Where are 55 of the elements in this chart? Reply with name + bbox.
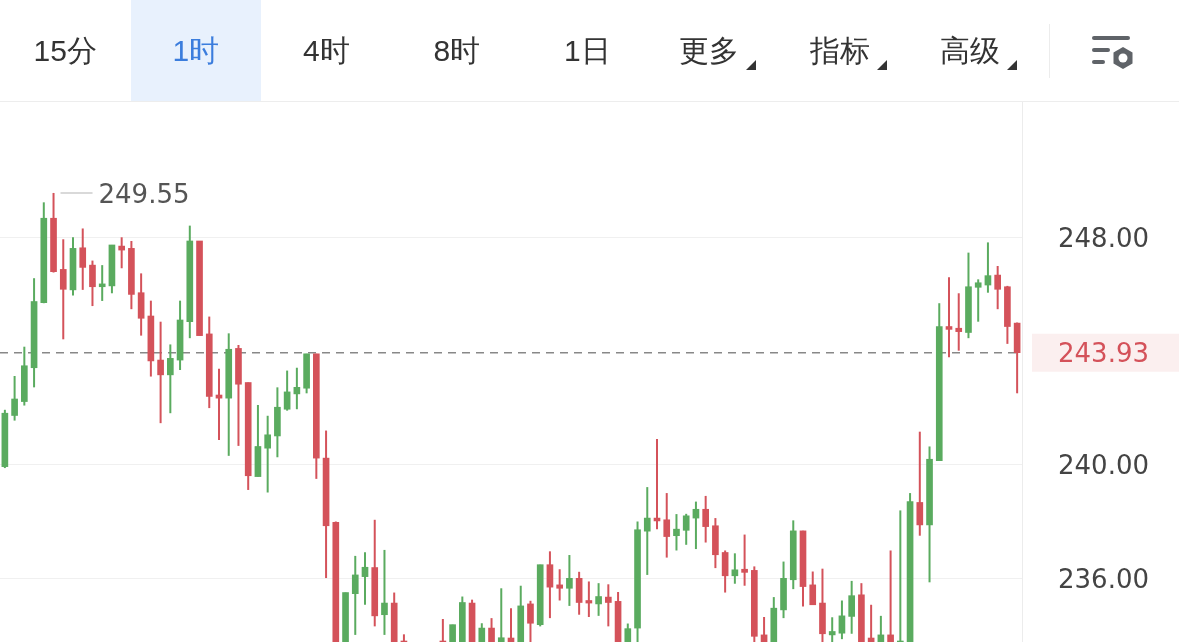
y-tick-label: 248.00 — [1058, 222, 1149, 253]
candlestick — [984, 241, 992, 294]
candlestick — [848, 579, 855, 635]
candlestick — [381, 548, 388, 636]
candlestick — [497, 587, 505, 642]
candlestick — [556, 568, 563, 602]
candlestick — [167, 343, 174, 415]
candlestick — [916, 430, 924, 537]
candlestick — [11, 374, 18, 422]
candlestick — [605, 583, 612, 628]
candlestick — [741, 533, 748, 587]
candlestick — [663, 492, 671, 559]
candlestick — [283, 369, 291, 412]
candlestick — [643, 486, 651, 576]
candlestick — [838, 599, 846, 641]
y-tick-label: 240.00 — [1058, 450, 1149, 481]
text: 4时 — [302, 32, 350, 69]
y-tick-label: 236.00 — [1058, 563, 1149, 594]
candlestick — [702, 494, 709, 544]
text: 更多 — [679, 32, 740, 69]
text: 1日 — [563, 32, 611, 69]
candlestick — [264, 414, 271, 494]
candlestick — [624, 622, 632, 642]
candlestick — [546, 550, 554, 620]
candlestick — [361, 551, 369, 606]
candlestick — [673, 513, 680, 552]
candlestick — [157, 320, 164, 425]
candlestick — [89, 259, 96, 308]
candlestick — [974, 278, 982, 323]
candlestick — [566, 554, 573, 607]
candlestick — [887, 549, 894, 642]
candlestick — [118, 236, 125, 270]
candlestick — [351, 554, 359, 636]
candlestick — [994, 264, 1001, 311]
candlestick — [731, 552, 739, 585]
annotation: 249.55 — [98, 178, 190, 209]
candlestick — [59, 238, 67, 341]
candlestick — [79, 227, 87, 291]
candlestick — [955, 292, 963, 352]
candlestick — [527, 599, 534, 642]
text: 15分 — [33, 32, 97, 69]
candlestick — [595, 582, 602, 617]
candlestick — [682, 512, 690, 546]
ref-line-label: 243.93 — [1058, 338, 1149, 369]
candlestick — [98, 264, 106, 302]
candlestick — [828, 616, 836, 642]
text: 指标 — [809, 32, 870, 69]
candlestick — [721, 549, 729, 594]
text: 高级 — [940, 32, 1001, 69]
text: 8时 — [433, 32, 481, 69]
text: 1时 — [172, 32, 220, 69]
candlestick — [488, 617, 495, 642]
candlestick — [809, 570, 817, 606]
candlestick — [478, 622, 486, 642]
candlestick — [945, 276, 953, 359]
